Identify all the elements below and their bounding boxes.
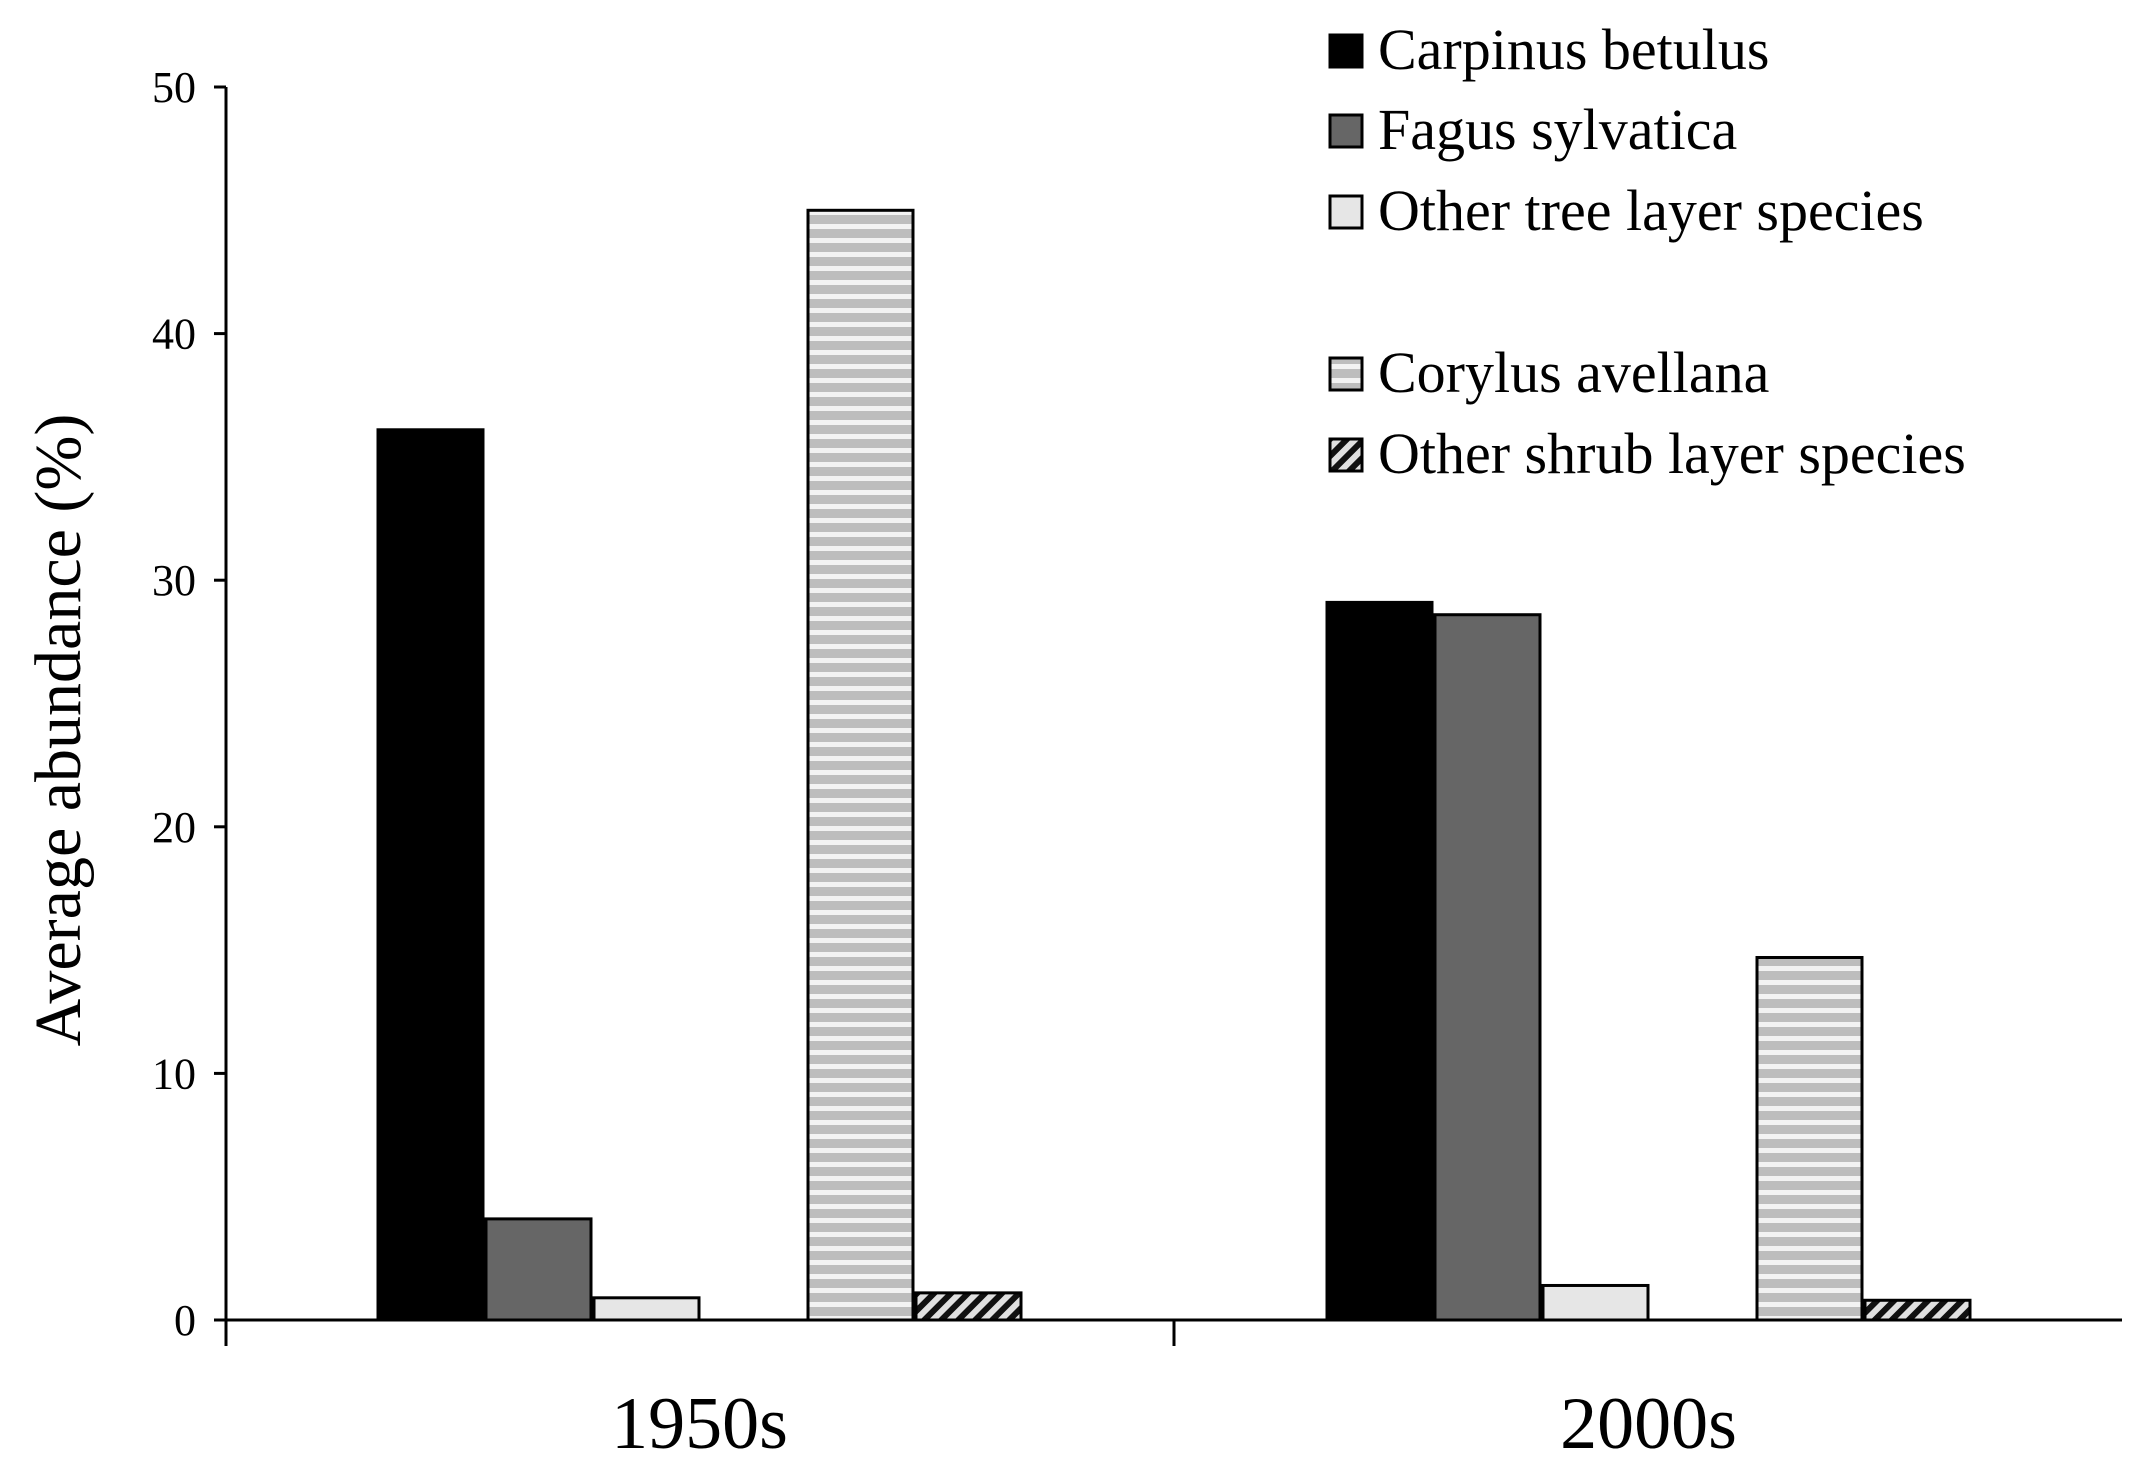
- bars: [376, 208, 1972, 1322]
- legend-swatch: [1328, 33, 1364, 69]
- bar-other-shrub-layer-species-1950s: [914, 1291, 1023, 1322]
- y-axis-title: Average abundance (%): [22, 414, 95, 1047]
- x-category-label: 1950s: [611, 1383, 788, 1465]
- legend-label: Other shrub layer species: [1378, 421, 1966, 486]
- legend-label: Carpinus betulus: [1378, 17, 1769, 82]
- y-tick-label: 10: [152, 1049, 196, 1098]
- legend-label: Fagus sylvatica: [1378, 97, 1737, 162]
- legend-swatch: [1328, 356, 1364, 392]
- legend-label: Other tree layer species: [1378, 178, 1924, 243]
- y-axis: 0 10 20 30 40 50: [152, 63, 228, 1345]
- y-tick-label: 20: [152, 803, 196, 852]
- bar-fagus-sylvatica-1950s: [484, 1217, 593, 1322]
- x-category-label: 2000s: [1560, 1383, 1737, 1465]
- legend-swatch: [1328, 194, 1364, 230]
- y-tick-label: 50: [152, 63, 196, 112]
- y-tick-label: 30: [152, 556, 196, 605]
- legend-label: Corylus avellana: [1378, 340, 1769, 405]
- bar-corylus-avellana-2000s: [1755, 955, 1864, 1322]
- bar-carpinus-betulus-2000s: [1325, 600, 1434, 1322]
- bar-other-tree-layer-species-1950s: [592, 1296, 701, 1322]
- legend-swatch: [1328, 437, 1364, 473]
- bar-fagus-sylvatica-2000s: [1433, 613, 1542, 1322]
- bar-carpinus-betulus-1950s: [376, 428, 485, 1322]
- bar-other-tree-layer-species-2000s: [1541, 1283, 1650, 1322]
- legend: Carpinus betulus Fagus sylvatica Other tre…: [1328, 17, 1966, 486]
- bar-corylus-avellana-1950s: [806, 208, 915, 1322]
- bar-other-shrub-layer-species-2000s: [1863, 1298, 1972, 1322]
- y-tick-label: 40: [152, 310, 196, 359]
- y-tick-label: 0: [174, 1296, 196, 1345]
- legend-swatch: [1328, 113, 1364, 149]
- x-axis: 1950s 2000s: [224, 1318, 2122, 1465]
